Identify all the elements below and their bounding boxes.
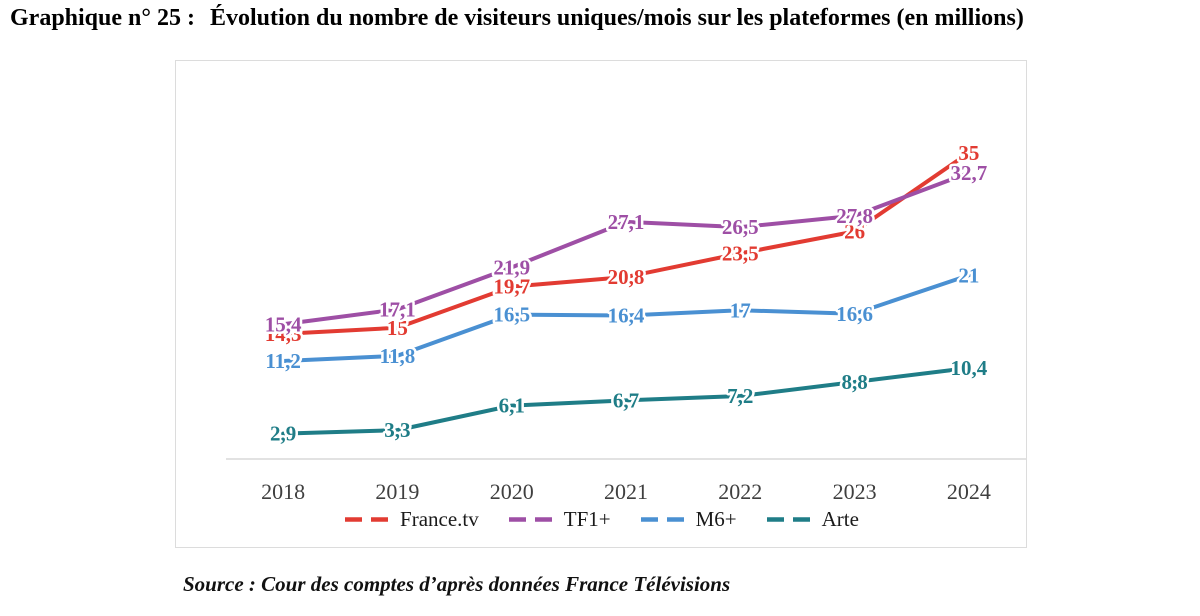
legend-item-m6plus: M6+ [639,507,737,532]
x-axis-tick-label: 2019 [375,479,419,504]
data-label: 27,8 [836,204,873,228]
legend-label: TF1+ [563,507,611,531]
legend-dash-arte-icon [766,517,815,522]
legend-item-tf1plus: TF1+ [507,507,611,532]
line-chart: 14,3 15 19,7 20,8 23,5 26 35 15,4 17,1 21,9 27,1 26… [226,138,1026,504]
x-axis-tick-label: 2022 [718,479,762,504]
series-line-m6 [281,273,971,363]
data-label: 26 [844,220,865,244]
x-axis-tick-label: 2018 [261,479,305,504]
data-label: 32,7 [950,161,987,185]
data-label: 23,5 [722,241,759,265]
legend-label: M6+ [695,507,737,531]
data-label: 16,4 [608,304,645,328]
x-axis-tick-label: 2021 [604,479,648,504]
data-label: 14,3 [265,322,302,346]
x-axis-tick-label: 2020 [490,479,534,504]
data-label: 20,8 [608,265,645,289]
data-label: 10,4 [950,356,987,380]
x-axis-tick-label: 2023 [833,479,877,504]
chart-title-prefix: Graphique n° 25 : [10,5,195,31]
legend-label: France.tv [400,507,479,531]
data-label: 6,7 [613,388,639,412]
x-axis-tick-label: 2024 [947,479,991,504]
legend-dash-tf1plus-icon [508,517,557,522]
series-line-francetv [281,150,971,336]
series-line-arte [281,366,971,436]
series-line-tf1 [281,170,971,327]
chart-legend: France.tv TF1+ M6+ Arte [176,507,1026,532]
legend-label: Arte [821,507,859,531]
data-label: 27,1 [608,210,645,234]
chart-frame: 14,3 15 19,7 20,8 23,5 26 35 15,4 17,1 21,9 27,1 26… [175,60,1027,548]
legend-item-arte: Arte [765,507,859,532]
data-label: 15 [387,316,408,340]
data-label: 35 [958,141,979,165]
data-label: 21 [958,263,979,287]
data-label: 6,1 [499,394,525,418]
data-label: 16,6 [836,302,873,326]
source-caption: Source : Cour des comptes d’après donnée… [183,572,731,596]
data-label: 19,7 [493,275,530,299]
legend-dash-m6plus-icon [640,517,689,522]
data-label: 2,9 [270,422,296,446]
data-label: 8,8 [841,370,867,394]
data-label: 11,8 [380,344,416,368]
data-label: 26,5 [722,215,759,239]
chart-title-text: Évolution du nombre de visiteurs uniques… [209,5,1024,31]
legend-item-francetv: France.tv [343,507,479,532]
legend-dash-francetv-icon [345,517,394,522]
data-label: 17,1 [379,297,416,321]
data-label: 11,2 [265,349,301,373]
data-label: 3,3 [384,418,410,442]
data-label: 7,2 [727,384,753,408]
data-label: 16,5 [493,303,530,327]
data-label: 15,4 [265,312,302,336]
chart-title: Graphique n° 25 : Évolution du nombre de… [10,5,1024,32]
data-label: 21,9 [493,255,530,279]
data-label: 17 [730,298,751,322]
